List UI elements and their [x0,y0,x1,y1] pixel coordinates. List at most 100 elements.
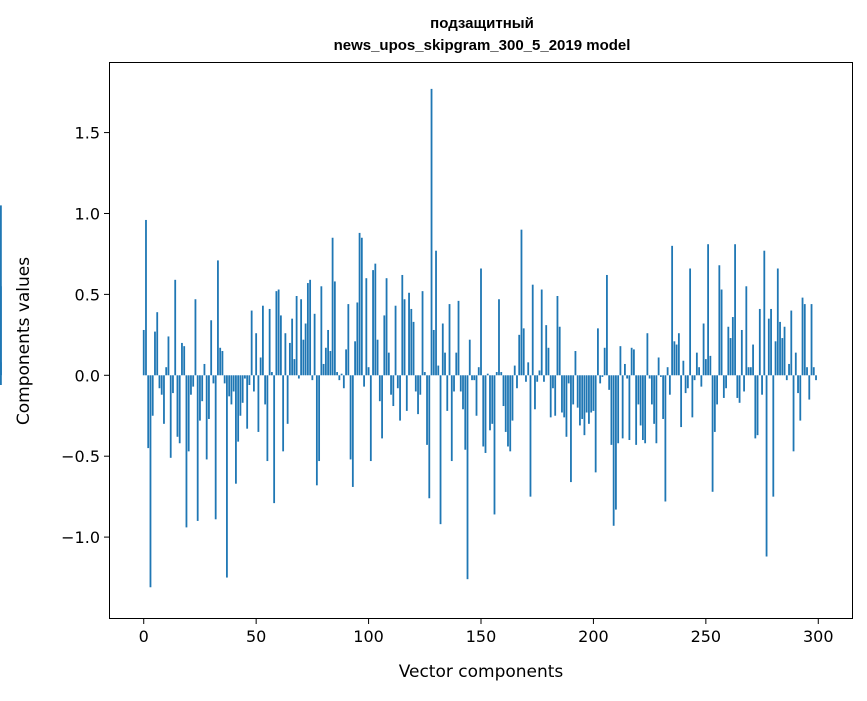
bar [232,375,235,392]
bar [666,367,669,376]
bar [300,299,303,376]
bar [502,375,505,407]
bar [336,372,338,376]
bar [480,268,482,376]
bar [208,375,210,419]
bar [779,321,781,376]
bar [196,375,199,521]
y-tick-label: 1.0 [75,204,100,223]
bar [671,245,674,376]
bar [662,375,665,419]
bar [167,336,170,376]
bar [331,237,334,376]
bar [0,205,2,376]
bar [621,375,624,439]
bar [707,244,709,376]
bar [230,375,233,405]
bar [284,333,287,376]
bar [641,375,644,441]
bar [799,375,802,421]
bar [617,375,620,444]
bar [738,375,741,403]
bar [675,344,678,376]
y-tick-label: −0.5 [61,447,100,466]
bar [698,367,700,376]
bar [457,300,460,376]
bar [390,375,392,395]
bar [473,375,476,381]
bar [282,375,285,452]
bar [439,375,442,525]
bar [812,367,815,376]
bar [329,351,332,376]
bar [713,375,716,432]
bar [374,263,377,376]
bar [626,375,629,379]
bar [0,375,2,385]
bar [351,375,354,487]
bar [594,375,597,473]
bar [432,329,435,376]
bar [268,308,271,376]
bar [579,375,581,426]
bar [313,313,316,376]
bar [151,375,154,416]
bar [421,291,424,376]
bar [273,375,276,504]
bar [518,334,521,376]
bar [142,329,145,376]
bar [412,321,415,376]
bar [556,296,559,376]
bar [410,308,413,376]
bar [513,365,516,376]
bar [567,375,570,384]
bar [711,375,714,492]
bar [682,360,685,376]
bar [722,375,725,398]
bar [255,333,258,376]
bar [547,347,550,376]
x-axis-ticks: 0 50 100 150 200 250 300 [139,618,834,646]
bar [394,305,397,376]
bar [212,375,215,384]
bar [603,347,606,376]
bar [516,375,518,389]
bar [318,375,321,462]
bar [776,268,779,376]
bar [187,375,190,452]
bar [277,289,280,376]
bar [414,375,417,392]
bar [673,341,676,376]
bar [772,375,775,497]
bar [491,375,494,424]
bar [794,352,797,376]
bar [585,375,588,413]
bar [549,375,552,418]
bar [770,308,772,376]
bar [482,375,485,447]
bar [725,375,727,389]
bar [309,279,312,376]
bar [291,318,294,376]
bar [356,302,359,376]
x-tick-label: 200 [578,627,609,646]
bar [570,375,572,483]
bar [781,338,784,376]
bar [297,375,300,379]
bar [788,363,790,376]
bar [583,375,586,436]
bar [790,310,793,376]
bar [392,375,395,407]
bar [464,375,467,450]
bar [633,349,635,376]
bar [540,289,543,376]
bar [405,375,408,411]
bar [217,260,219,376]
bar [327,329,329,376]
bar [324,347,327,376]
bar [576,375,579,408]
y-tick-label: 1.5 [75,124,100,143]
bar [257,375,260,432]
bar [446,375,449,411]
bar [275,291,278,376]
